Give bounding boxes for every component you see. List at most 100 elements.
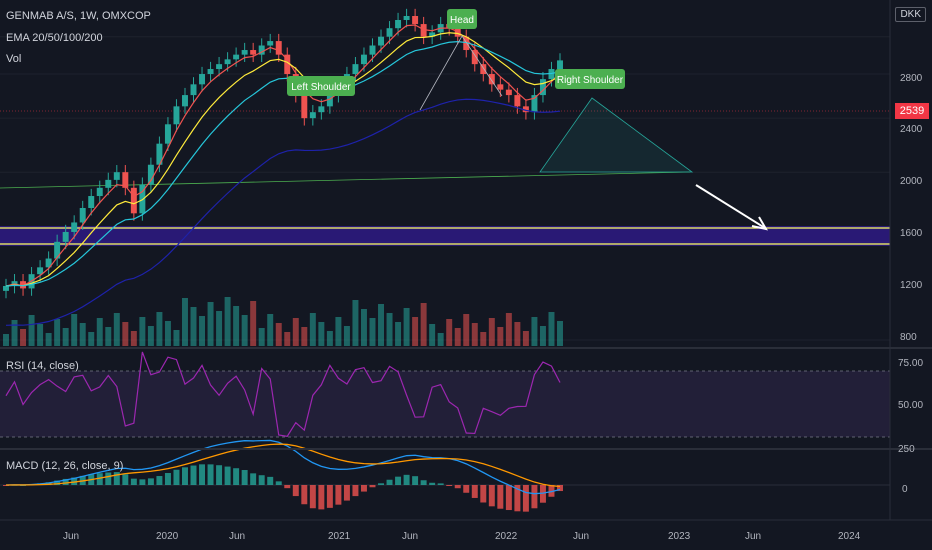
ema-100-line	[5, 40, 561, 287]
candle-body	[224, 59, 231, 65]
ema-legend[interactable]: EMA 20/50/100/200	[6, 32, 103, 44]
ema-200-line	[5, 98, 561, 326]
volume-bar	[497, 327, 504, 346]
currency-button[interactable]: DKK	[895, 7, 926, 22]
macd-histogram-bar	[463, 485, 470, 493]
candle-body	[79, 207, 86, 223]
candle-body	[71, 222, 78, 232]
volume-bar	[429, 324, 436, 346]
candle-body	[182, 95, 188, 107]
volume-bar	[139, 317, 146, 346]
candle-body	[395, 20, 402, 29]
volume-bar	[216, 311, 223, 346]
label-head: Head	[447, 9, 477, 29]
symbol-legend[interactable]: GENMAB A/S, 1W, OMXCOP	[6, 10, 151, 22]
candle-body	[96, 187, 103, 197]
rsi-tick-50: 50.00	[898, 400, 923, 411]
x-tick-label: 2023	[668, 531, 691, 542]
volume-bar	[250, 301, 257, 346]
volume-bar	[420, 303, 427, 346]
projection-triangle	[539, 97, 694, 173]
volume-bar	[378, 304, 384, 346]
volume-bar	[79, 323, 86, 346]
volume-bar	[113, 313, 120, 346]
volume-bar	[369, 318, 376, 346]
volume-bars	[3, 297, 563, 346]
rsi-legend[interactable]: RSI (14, close)	[6, 360, 79, 372]
candle-body	[369, 45, 376, 55]
x-tick-label: Jun	[573, 531, 589, 542]
candle-body	[514, 95, 521, 107]
candle-body	[412, 15, 419, 25]
macd-histogram-bar	[224, 466, 231, 485]
macd-legend[interactable]: MACD (12, 26, close, 9)	[6, 460, 124, 472]
macd-histogram-bar	[250, 473, 257, 485]
volume-bar	[122, 322, 129, 346]
macd-histogram-bar	[309, 485, 316, 509]
candle-body	[199, 74, 206, 85]
candle-body	[378, 36, 384, 46]
volume-bar	[71, 314, 78, 346]
volume-bar	[412, 317, 419, 346]
volume-bar	[233, 306, 240, 346]
macd-histogram-bar	[182, 467, 188, 485]
candle-body	[139, 184, 146, 214]
macd-histogram-bar	[446, 485, 453, 486]
macd-histogram-bar	[471, 485, 478, 498]
target-arrow	[695, 184, 766, 229]
macd-histogram-bar	[96, 473, 103, 485]
x-tick-label: 2024	[838, 531, 861, 542]
volume-bar	[28, 315, 35, 346]
candle-body	[403, 15, 410, 20]
macd-histogram-bar	[412, 476, 419, 485]
candle-body	[3, 285, 9, 291]
candle-body	[275, 41, 282, 55]
candle-body	[471, 50, 478, 65]
candle-body	[20, 281, 27, 289]
volume-bar	[156, 312, 163, 346]
macd-histogram-bar	[454, 485, 461, 489]
macd-histogram-bar	[173, 469, 180, 485]
volume-bar	[258, 328, 265, 346]
macd-histogram-bar	[497, 485, 504, 509]
volume-bar	[352, 300, 359, 346]
candle-body	[352, 64, 359, 75]
candle-body	[284, 54, 291, 75]
volume-bar	[173, 330, 180, 346]
macd-histogram-bar	[352, 485, 359, 497]
volume-bar	[182, 298, 188, 346]
volume-bar	[284, 332, 291, 346]
macd-histogram-bar	[539, 485, 546, 503]
volume-bar	[301, 327, 308, 346]
macd-histogram-bar	[105, 472, 112, 485]
candle-body	[241, 50, 248, 55]
candle-body	[130, 187, 137, 214]
macd-histogram-bar	[318, 485, 325, 510]
volume-bar	[471, 323, 478, 346]
y-tick-1200: 1200	[900, 280, 923, 291]
macd-histogram-bar	[54, 480, 61, 485]
y-tick-2000: 2000	[900, 176, 923, 187]
macd-histogram-bar	[343, 485, 350, 501]
volume-bar	[335, 317, 342, 346]
volume-bar	[147, 326, 154, 346]
candle-body	[531, 95, 538, 113]
volume-legend[interactable]: Vol	[6, 53, 22, 65]
macd-histogram-bar	[480, 485, 487, 503]
candle-body	[37, 267, 44, 275]
volume-bar	[360, 309, 367, 346]
y-tick-1600: 1600	[900, 228, 923, 239]
volume-bar	[446, 319, 453, 346]
y-tick-2800: 2800	[900, 73, 923, 84]
macd-histogram-bar	[164, 473, 171, 485]
volume-bar	[318, 322, 325, 346]
x-tick-label: 2020	[156, 531, 179, 542]
macd-histogram-bar	[267, 476, 274, 485]
support-band	[0, 226, 890, 246]
ema-20-line	[5, 24, 561, 287]
candle-body	[429, 32, 436, 37]
macd-histogram-bar	[437, 483, 444, 485]
candle-body	[522, 106, 529, 113]
macd-histogram-bar	[429, 482, 436, 485]
